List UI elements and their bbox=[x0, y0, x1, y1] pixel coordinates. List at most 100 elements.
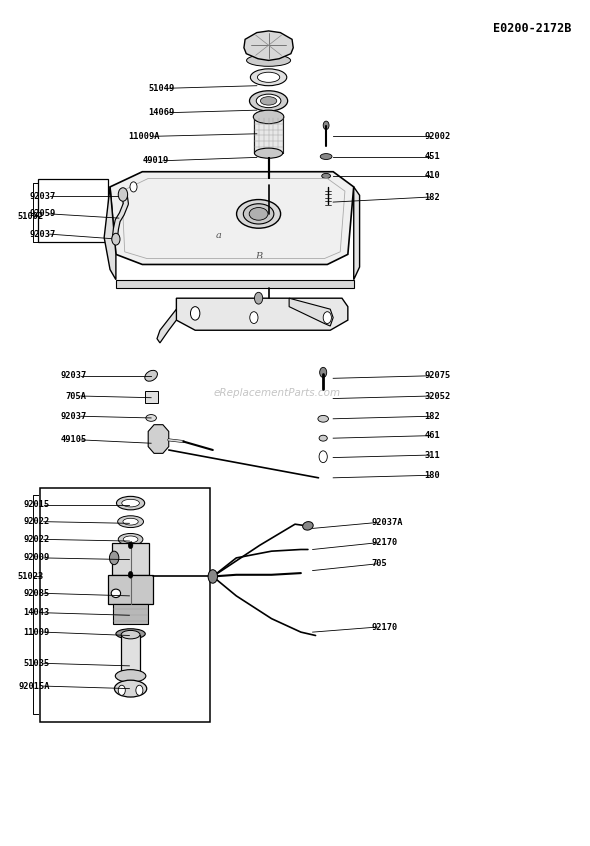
Text: 92059: 92059 bbox=[29, 209, 55, 218]
Text: 311: 311 bbox=[424, 451, 440, 459]
Ellipse shape bbox=[318, 415, 329, 422]
Ellipse shape bbox=[320, 154, 332, 160]
Text: 51023: 51023 bbox=[18, 572, 44, 581]
Ellipse shape bbox=[146, 415, 156, 421]
Ellipse shape bbox=[123, 519, 138, 525]
Ellipse shape bbox=[250, 69, 287, 85]
Circle shape bbox=[128, 571, 133, 578]
Circle shape bbox=[323, 311, 332, 323]
Ellipse shape bbox=[247, 54, 291, 66]
Ellipse shape bbox=[257, 72, 280, 82]
Text: 182: 182 bbox=[424, 193, 440, 201]
Ellipse shape bbox=[250, 91, 288, 111]
Circle shape bbox=[323, 121, 329, 129]
Ellipse shape bbox=[115, 670, 146, 682]
Polygon shape bbox=[244, 31, 293, 60]
Bar bbox=[40, 488, 210, 722]
Ellipse shape bbox=[303, 522, 313, 530]
Text: a: a bbox=[216, 231, 222, 240]
Text: 49019: 49019 bbox=[143, 157, 169, 165]
Ellipse shape bbox=[122, 499, 139, 507]
Text: 14043: 14043 bbox=[23, 608, 50, 618]
Text: 14069: 14069 bbox=[148, 108, 175, 118]
Polygon shape bbox=[157, 309, 176, 343]
Text: 32052: 32052 bbox=[424, 392, 450, 400]
Text: 92037: 92037 bbox=[60, 371, 87, 381]
Ellipse shape bbox=[253, 110, 284, 124]
Circle shape bbox=[118, 188, 127, 201]
Text: 11009: 11009 bbox=[23, 628, 50, 637]
Ellipse shape bbox=[145, 371, 158, 382]
Bar bbox=[108, 574, 153, 604]
Polygon shape bbox=[148, 425, 169, 453]
Text: 92009: 92009 bbox=[23, 553, 50, 563]
Ellipse shape bbox=[118, 534, 143, 546]
Text: 92170: 92170 bbox=[371, 538, 398, 547]
Text: 180: 180 bbox=[424, 470, 440, 480]
Circle shape bbox=[112, 233, 120, 245]
Text: 92002: 92002 bbox=[424, 132, 450, 140]
Ellipse shape bbox=[117, 516, 143, 528]
Text: 92037: 92037 bbox=[29, 229, 55, 239]
Bar bbox=[121, 634, 140, 672]
Text: 11009A: 11009A bbox=[129, 132, 160, 140]
Text: 92037: 92037 bbox=[29, 192, 55, 201]
Ellipse shape bbox=[116, 497, 145, 510]
Ellipse shape bbox=[256, 94, 281, 107]
Bar bbox=[113, 604, 148, 624]
Text: 705A: 705A bbox=[65, 392, 87, 400]
Text: eReplacementParts.com: eReplacementParts.com bbox=[214, 388, 341, 398]
Text: 92075: 92075 bbox=[424, 371, 450, 381]
Text: 92037: 92037 bbox=[60, 412, 87, 420]
Ellipse shape bbox=[121, 630, 140, 639]
Polygon shape bbox=[110, 172, 354, 265]
Text: 461: 461 bbox=[424, 431, 440, 440]
Circle shape bbox=[254, 293, 263, 304]
Text: 451: 451 bbox=[424, 152, 440, 161]
Ellipse shape bbox=[237, 200, 281, 228]
Polygon shape bbox=[176, 298, 348, 330]
Bar bbox=[145, 391, 158, 403]
Circle shape bbox=[250, 311, 258, 323]
Text: E0200-2172B: E0200-2172B bbox=[493, 23, 571, 36]
Text: 410: 410 bbox=[424, 172, 440, 180]
Bar bbox=[38, 179, 108, 242]
Text: 92037A: 92037A bbox=[371, 518, 403, 527]
Text: B: B bbox=[255, 251, 262, 261]
Ellipse shape bbox=[243, 204, 274, 224]
Polygon shape bbox=[289, 298, 333, 326]
Text: 182: 182 bbox=[424, 412, 440, 420]
Polygon shape bbox=[354, 187, 359, 280]
Circle shape bbox=[191, 306, 200, 320]
Circle shape bbox=[208, 569, 218, 583]
Text: 92015: 92015 bbox=[23, 500, 50, 509]
Ellipse shape bbox=[111, 589, 120, 597]
Circle shape bbox=[319, 451, 327, 463]
Text: 92015A: 92015A bbox=[18, 682, 50, 690]
Ellipse shape bbox=[116, 629, 145, 639]
Text: 49105: 49105 bbox=[60, 436, 87, 444]
Text: 51035: 51035 bbox=[23, 659, 50, 667]
Ellipse shape bbox=[260, 96, 277, 105]
Text: 92022: 92022 bbox=[23, 517, 50, 526]
Circle shape bbox=[118, 685, 125, 695]
Ellipse shape bbox=[114, 680, 147, 697]
Circle shape bbox=[128, 542, 133, 549]
Bar bbox=[254, 117, 283, 153]
Text: 51002: 51002 bbox=[18, 212, 44, 221]
Polygon shape bbox=[104, 187, 116, 280]
Circle shape bbox=[109, 552, 119, 564]
Ellipse shape bbox=[322, 173, 330, 179]
Text: 92022: 92022 bbox=[23, 535, 50, 544]
Polygon shape bbox=[116, 280, 354, 288]
Ellipse shape bbox=[249, 207, 268, 220]
Ellipse shape bbox=[319, 435, 327, 441]
Ellipse shape bbox=[123, 536, 138, 543]
Circle shape bbox=[130, 182, 137, 192]
Text: 92085: 92085 bbox=[23, 589, 50, 598]
Ellipse shape bbox=[254, 148, 283, 158]
Circle shape bbox=[136, 685, 143, 695]
Bar bbox=[112, 543, 149, 574]
Text: 51049: 51049 bbox=[148, 84, 175, 93]
Circle shape bbox=[320, 367, 327, 377]
